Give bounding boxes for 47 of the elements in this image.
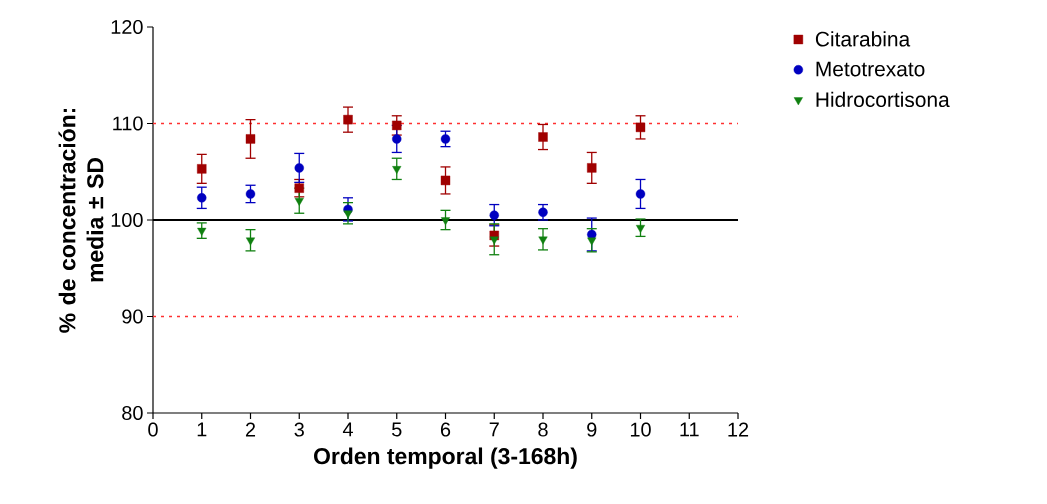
y-axis-title: % de concentración: media ± SD xyxy=(58,108,104,333)
x-tick-label: 6 xyxy=(440,422,451,437)
x-tick-label: 2 xyxy=(245,422,256,437)
point xyxy=(245,134,256,144)
point xyxy=(587,237,597,246)
y-tick-label: 80 xyxy=(122,405,143,421)
point xyxy=(343,114,353,125)
x-tick-label: 4 xyxy=(342,422,353,437)
y-tick-label: 120 xyxy=(111,19,143,35)
point xyxy=(294,198,304,206)
point xyxy=(635,225,646,233)
x-tick-label: 10 xyxy=(630,422,651,437)
point xyxy=(635,189,646,199)
point xyxy=(197,193,207,203)
x-axis-title: Orden temporal (3-168h) xyxy=(314,447,577,469)
point xyxy=(245,237,256,246)
point xyxy=(294,183,304,193)
x-tick-label: 5 xyxy=(392,422,402,437)
x-tick-label: 11 xyxy=(680,422,699,437)
point xyxy=(440,134,451,144)
y-tick-label: 110 xyxy=(113,116,143,131)
y-tick-label: 100 xyxy=(111,212,143,228)
x-tick-label: 7 xyxy=(489,422,499,437)
point xyxy=(489,210,499,220)
x-tick-label: 1 xyxy=(197,422,207,437)
x-tick-label: 0 xyxy=(148,422,158,437)
point xyxy=(392,134,402,144)
point xyxy=(245,189,256,199)
point xyxy=(440,175,451,186)
x-tick-label: 3 xyxy=(294,422,304,437)
point xyxy=(392,120,402,131)
y-tick-label: 90 xyxy=(122,309,143,324)
legend-label: Hidrocortisona xyxy=(816,91,950,108)
point xyxy=(392,166,402,175)
point xyxy=(440,217,451,226)
legend-label: Citarabina xyxy=(815,31,911,47)
point xyxy=(587,163,597,173)
point xyxy=(294,163,304,173)
x-tick-label: 8 xyxy=(538,422,548,437)
point xyxy=(538,132,548,142)
point xyxy=(538,236,548,245)
x-tick-label: 12 xyxy=(728,422,749,437)
x-tick-label: 9 xyxy=(587,422,597,437)
point xyxy=(197,164,207,174)
legend-label: Metotrexato xyxy=(816,61,925,77)
point xyxy=(635,122,646,133)
point xyxy=(538,207,548,217)
